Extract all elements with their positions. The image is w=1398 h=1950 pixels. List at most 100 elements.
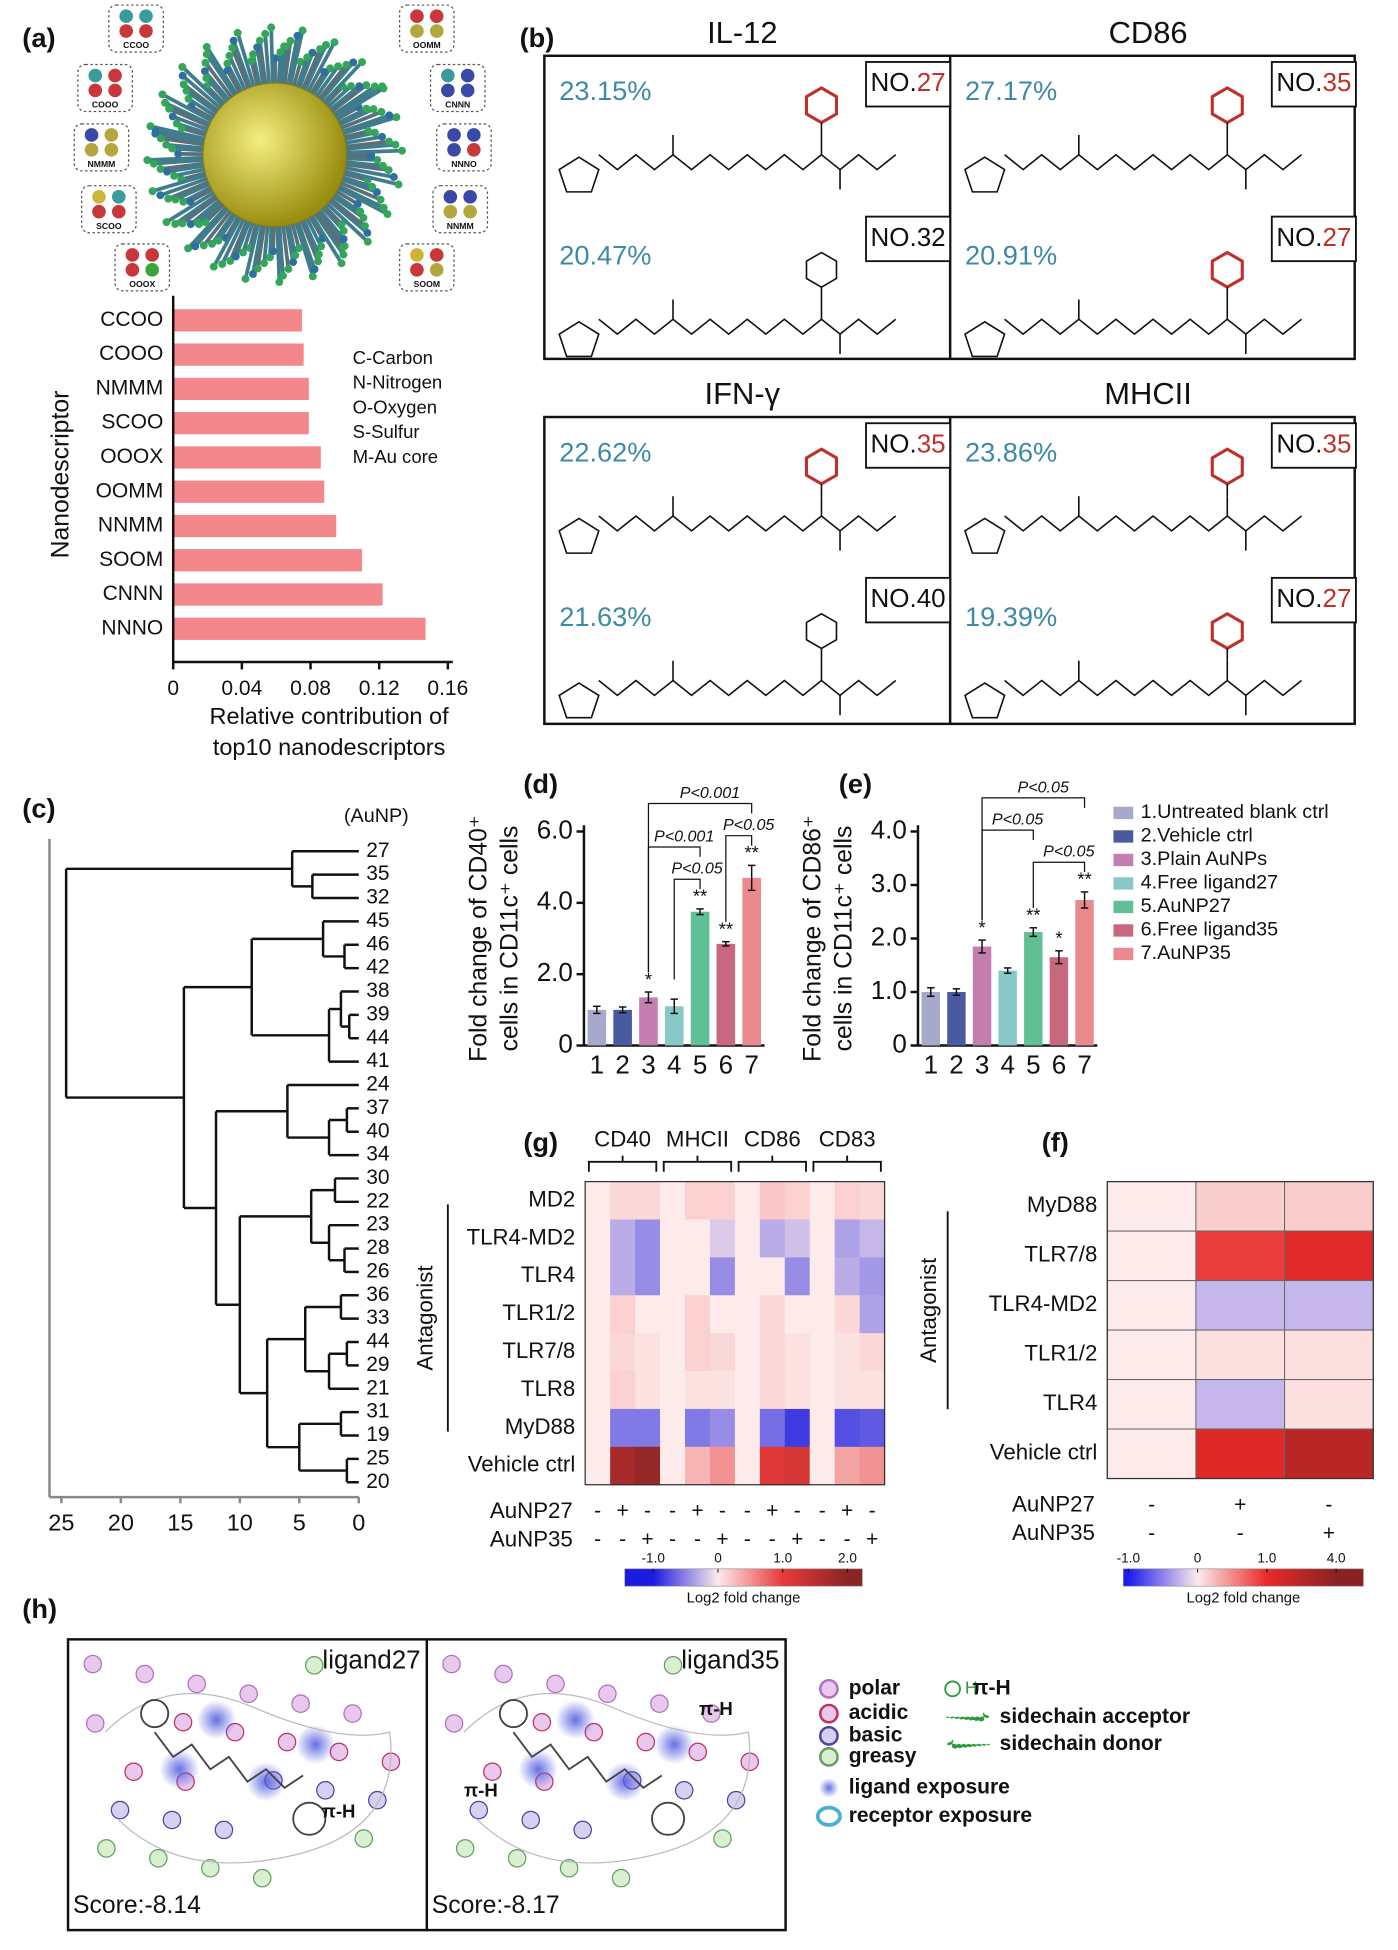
heatmap-cell — [809, 1333, 836, 1372]
ligand-tip — [260, 259, 269, 268]
x-tick-label: 5 — [1026, 1049, 1040, 1079]
ligand-tip — [218, 260, 227, 269]
ligand-tip — [168, 112, 177, 121]
y-tick-label: OOOX — [100, 445, 163, 468]
descriptor-label: NNNO — [451, 159, 477, 169]
residue — [277, 1732, 297, 1752]
chain — [598, 514, 897, 532]
id-prefix: NO. — [871, 428, 917, 458]
residue — [135, 1664, 155, 1684]
leaf-label: 44 — [366, 1026, 390, 1049]
heatmap-cell — [1284, 1280, 1374, 1331]
significance: * — [978, 917, 985, 938]
atom — [460, 68, 475, 83]
ligand-spike — [328, 181, 389, 216]
ligand-exposure — [604, 1761, 645, 1802]
ligand-tip — [241, 274, 250, 283]
heatmap-cell — [834, 1333, 861, 1372]
heatmap-cell — [660, 1333, 686, 1372]
percent-label: 23.86% — [965, 436, 1057, 467]
atom — [92, 190, 106, 204]
ligand-tip — [233, 28, 242, 37]
id-label: NO.32 — [871, 222, 946, 252]
ligand-tip — [186, 197, 195, 206]
annotation: S-Sulfur — [353, 421, 420, 442]
atom — [441, 68, 455, 83]
percent-label: 21.63% — [559, 601, 651, 632]
colorbar-tick-label: 0 — [714, 1551, 722, 1566]
heatmap-cell — [610, 1371, 636, 1410]
ligand-spike — [269, 27, 275, 93]
ligand-tip — [267, 23, 276, 32]
chain — [1004, 679, 1303, 697]
ligand-tip — [360, 222, 369, 231]
y-tick-label: 1.0 — [871, 975, 907, 1005]
bar — [639, 997, 658, 1046]
panel-label: (a) — [22, 22, 55, 53]
heatmap-cell — [585, 1333, 611, 1372]
ligand-tip — [182, 86, 191, 95]
y-tick-label: 2.0 — [871, 921, 907, 951]
row-label: TLR4-MD2 — [989, 1291, 1098, 1316]
treatment-sign: - — [794, 1499, 801, 1522]
heatmap-cell — [859, 1446, 886, 1486]
ligand-tip — [294, 244, 303, 253]
ligand-tip — [165, 104, 174, 113]
heatmap-cell — [809, 1295, 836, 1334]
pi-h-label: π-H — [464, 1779, 498, 1800]
id-box — [865, 215, 952, 263]
x-tick-label: 5 — [693, 1049, 707, 1079]
residue — [83, 1654, 103, 1674]
x-tick-label: 4 — [1000, 1049, 1014, 1079]
ring — [804, 86, 839, 125]
heatmap-cell — [834, 1257, 861, 1296]
ligand-tip — [376, 195, 385, 204]
id-box — [865, 61, 952, 108]
id-label: NO.27 — [871, 67, 946, 97]
heatmap-cell — [759, 1219, 786, 1259]
y-tick-label: NNMM — [98, 514, 163, 537]
row-label: TLR4 — [521, 1262, 575, 1287]
ligand-ring — [498, 1699, 528, 1729]
heatmap-cell — [660, 1446, 686, 1486]
leaf-label: 22 — [366, 1189, 389, 1212]
treatment-sign: + — [1234, 1493, 1246, 1516]
ligand-tip — [320, 68, 329, 76]
heatmap-cell — [1284, 1181, 1374, 1232]
heatmap-cell — [834, 1181, 861, 1221]
ligand-spike — [333, 115, 397, 139]
ligand-spike — [165, 185, 224, 224]
ligand-tip — [314, 257, 323, 266]
ligand-tip — [249, 50, 258, 59]
percent-label: 20.91% — [965, 240, 1057, 271]
legend-acceptor — [946, 1712, 992, 1722]
x-tick-label: 0.04 — [221, 677, 262, 700]
ligand-spike — [181, 65, 232, 114]
percent-label: 20.47% — [559, 240, 651, 271]
treatment-sign: - — [644, 1499, 651, 1522]
y-tick-label: 6.0 — [537, 814, 573, 844]
heatmap-cell — [784, 1181, 811, 1221]
significance: * — [645, 969, 652, 990]
ligand-tip — [162, 140, 171, 149]
ligand-spike — [161, 92, 222, 128]
ligand-tip — [191, 242, 200, 251]
panel-b-title: IFN-γ — [705, 376, 781, 411]
ligand-tip — [199, 241, 208, 250]
heatmap-cell — [660, 1219, 686, 1259]
row-label: Vehicle ctrl — [468, 1452, 576, 1477]
bar — [173, 446, 321, 469]
id-prefix: NO. — [1276, 583, 1322, 613]
ligand-tip — [339, 250, 348, 259]
ligand-tip — [171, 195, 180, 204]
pi-h-label: π-H — [699, 1698, 733, 1719]
residue — [239, 1684, 258, 1704]
heatmap-cell — [660, 1257, 686, 1296]
column-group-brace — [812, 1155, 882, 1172]
ligand-tip — [317, 242, 326, 251]
chain — [598, 679, 897, 697]
ligand-tip — [364, 127, 373, 136]
treatment-sign: - — [719, 1499, 726, 1522]
ligand-tip — [208, 239, 216, 248]
ligand-tip — [149, 159, 158, 168]
